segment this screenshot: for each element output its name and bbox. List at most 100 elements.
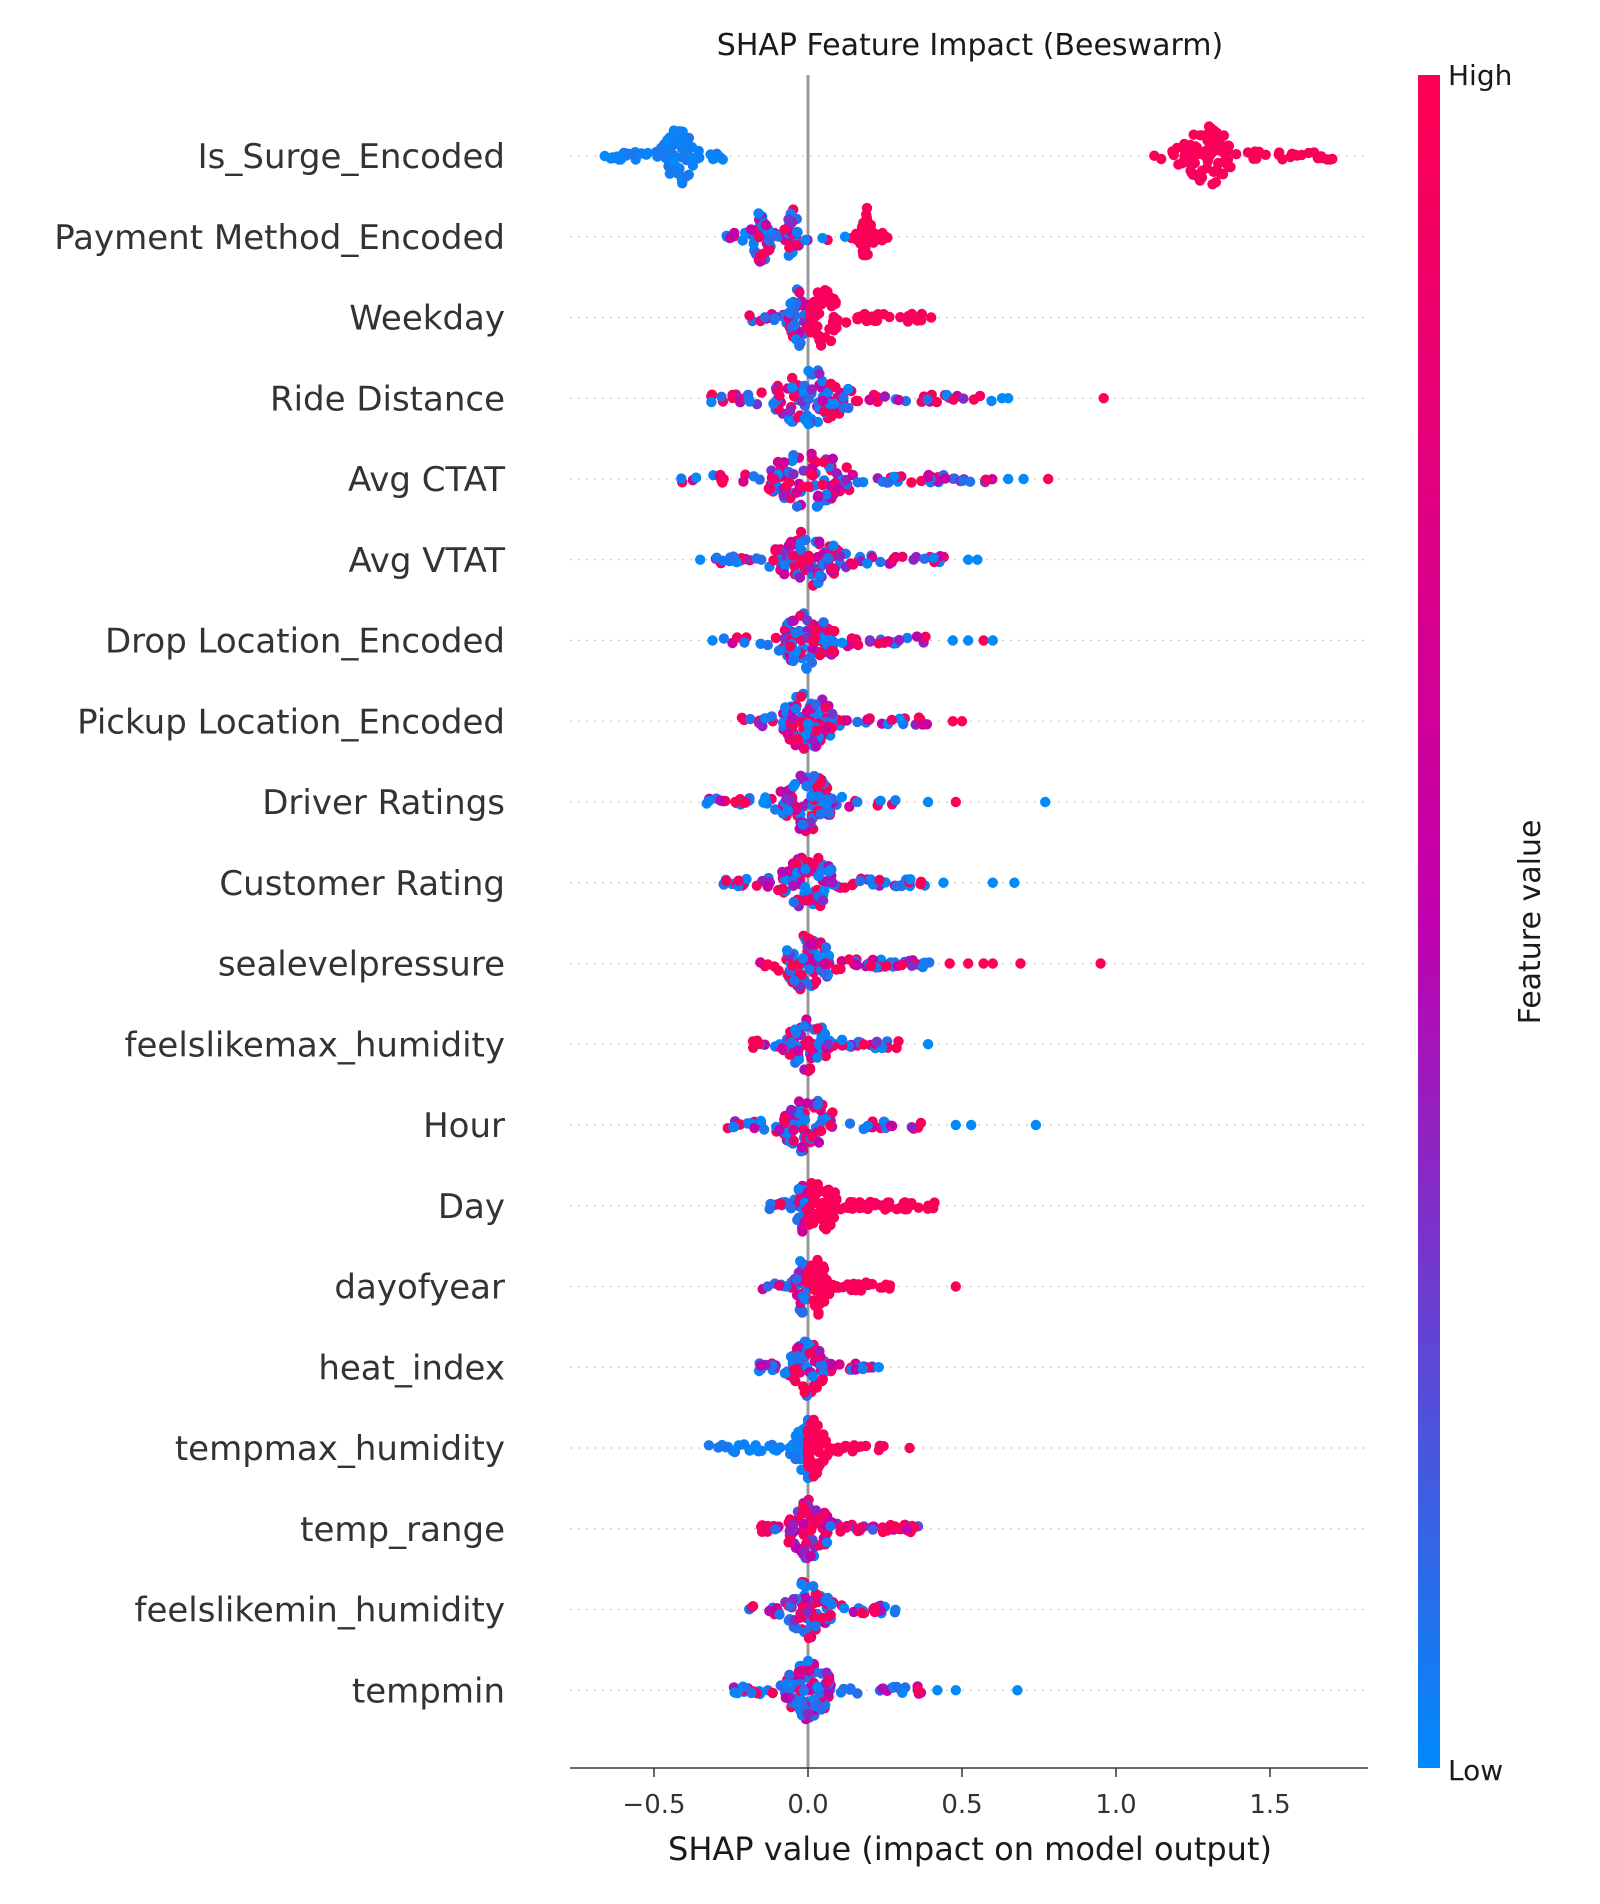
data-point <box>852 796 863 808</box>
data-point <box>781 793 792 804</box>
data-point <box>706 389 718 400</box>
data-point-outlier <box>978 635 989 646</box>
data-point <box>902 1523 913 1535</box>
data-point <box>1197 165 1208 176</box>
data-point <box>786 712 798 723</box>
feature-row <box>599 121 1338 190</box>
data-point <box>788 1135 799 1147</box>
data-point <box>835 1687 847 1698</box>
data-point <box>798 1518 809 1530</box>
data-point-outlier <box>922 1039 934 1050</box>
colorbar-axis-label: Feature value <box>1513 820 1548 1025</box>
data-point <box>804 1064 816 1075</box>
data-point <box>819 1029 831 1040</box>
data-point <box>751 880 762 891</box>
data-point <box>741 873 752 885</box>
data-point <box>733 875 744 886</box>
data-point <box>807 325 818 336</box>
data-point <box>803 1632 815 1644</box>
data-point <box>764 244 775 255</box>
feature-row <box>676 448 1054 512</box>
data-point <box>758 797 769 808</box>
data-point <box>894 634 905 646</box>
data-point <box>854 875 866 887</box>
data-point <box>792 733 803 744</box>
data-point <box>832 1443 844 1455</box>
feature-label: Weekday <box>349 299 505 339</box>
data-point <box>779 1368 791 1379</box>
data-point <box>968 394 980 405</box>
data-point <box>784 405 796 417</box>
data-point <box>794 1612 806 1624</box>
data-point <box>693 145 704 157</box>
data-point <box>825 1609 836 1621</box>
data-point <box>791 501 803 512</box>
data-point <box>986 395 997 407</box>
feature-row <box>701 770 1051 837</box>
data-point <box>829 625 840 637</box>
data-point <box>781 481 792 492</box>
data-point <box>890 1604 901 1616</box>
data-point <box>799 1387 810 1398</box>
data-point <box>781 1678 793 1689</box>
data-point <box>792 227 803 238</box>
data-point <box>834 551 846 562</box>
data-point <box>886 714 897 726</box>
feature-label: tempmax_humidity <box>175 1429 505 1469</box>
data-point <box>813 1137 825 1148</box>
data-point-outlier <box>938 877 949 888</box>
data-point <box>805 1550 816 1562</box>
data-point <box>808 1380 820 1391</box>
data-point-outlier <box>839 231 851 242</box>
data-point <box>1296 149 1307 161</box>
data-point <box>781 945 793 956</box>
data-point <box>771 1445 782 1456</box>
x-ticks: −0.5 0.0 0.5 1.0 1.5 <box>622 1768 1291 1820</box>
data-point <box>825 1120 836 1131</box>
data-point <box>803 894 815 906</box>
feature-label: Day <box>438 1187 505 1227</box>
data-point <box>862 558 873 569</box>
data-point-outlier <box>1009 877 1020 888</box>
data-point <box>790 1542 802 1554</box>
data-point <box>812 1099 823 1110</box>
data-point <box>805 817 816 828</box>
data-point <box>851 634 862 645</box>
data-point <box>790 858 802 869</box>
data-points <box>599 121 1338 1725</box>
data-point <box>822 1675 834 1686</box>
data-point-outlier <box>950 1281 961 1292</box>
data-point <box>841 462 852 473</box>
feature-row <box>706 365 1109 430</box>
data-point <box>641 149 652 160</box>
feature-label: dayofyear <box>334 1268 505 1308</box>
feature-label: sealevelpressure <box>218 945 505 985</box>
data-point <box>800 1592 811 1604</box>
data-point-outlier <box>932 1685 943 1696</box>
data-point-outlier <box>947 635 958 646</box>
data-point <box>805 953 816 964</box>
data-point <box>869 1602 880 1614</box>
data-point <box>885 1120 897 1131</box>
data-point <box>899 1197 911 1208</box>
data-point <box>788 781 799 792</box>
data-point <box>770 1524 781 1535</box>
data-point <box>774 1124 785 1136</box>
feature-label: feelslikemin_humidity <box>134 1591 505 1631</box>
data-point <box>843 383 854 395</box>
data-point <box>847 469 858 481</box>
data-point <box>817 479 828 491</box>
data-point <box>804 964 815 975</box>
data-point <box>818 967 830 979</box>
data-point <box>762 1526 773 1537</box>
data-point <box>720 1442 731 1453</box>
data-point <box>811 501 823 512</box>
data-point <box>795 691 807 702</box>
data-point <box>794 572 806 583</box>
data-point <box>813 308 825 319</box>
data-point <box>807 1371 819 1382</box>
data-point <box>706 396 717 408</box>
data-point <box>810 1505 822 1516</box>
data-point <box>744 310 755 321</box>
